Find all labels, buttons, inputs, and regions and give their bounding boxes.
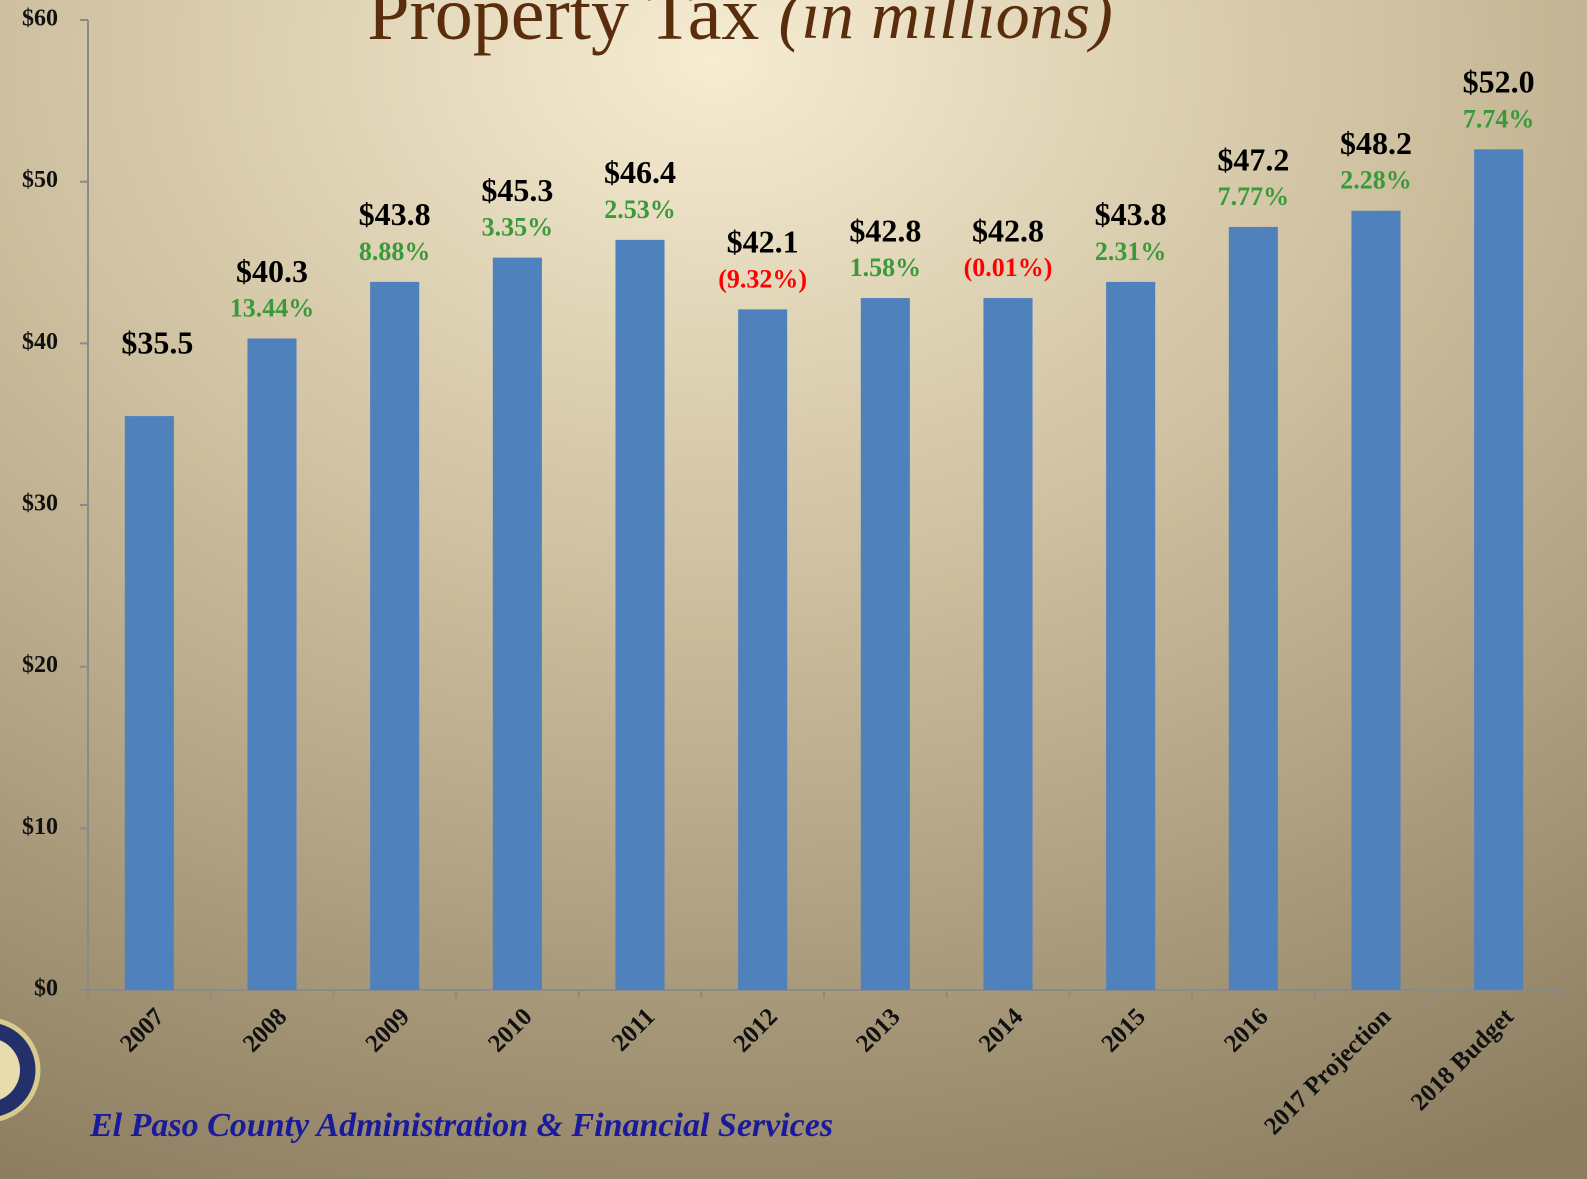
title: Property Tax xyxy=(367,0,759,56)
bar xyxy=(1474,149,1524,991)
change-label: (0.01%) xyxy=(964,253,1053,282)
value-label: $42.1 xyxy=(727,224,799,260)
bar xyxy=(370,281,420,990)
bar xyxy=(124,416,174,990)
y-tick-label: $40 xyxy=(22,329,58,355)
bar xyxy=(1351,210,1401,990)
change-label: 3.35% xyxy=(482,213,554,242)
y-tick-label: $60 xyxy=(22,6,58,32)
change-label: 13.44% xyxy=(230,293,315,322)
change-label: 2.28% xyxy=(1340,166,1412,195)
value-label: $45.3 xyxy=(481,172,553,208)
value-label: $48.2 xyxy=(1340,125,1412,161)
change-label: 7.74% xyxy=(1463,104,1535,133)
value-label: $42.8 xyxy=(972,212,1044,248)
change-label: 7.77% xyxy=(1218,182,1290,211)
y-tick-label: $0 xyxy=(34,976,58,1002)
value-label: $42.8 xyxy=(849,212,921,248)
bar xyxy=(1106,281,1156,990)
y-tick-label: $10 xyxy=(22,814,58,840)
bar xyxy=(492,257,542,990)
change-label: 2.31% xyxy=(1095,237,1167,266)
bar xyxy=(983,298,1033,991)
value-label: $52.0 xyxy=(1463,64,1535,100)
seal xyxy=(0,1018,41,1122)
y-tick-label: $30 xyxy=(22,491,58,517)
chart-title: Property Tax (in millions) xyxy=(367,0,1113,56)
bar xyxy=(1228,226,1278,990)
value-label: $35.5 xyxy=(121,324,193,360)
bar xyxy=(247,338,297,990)
value-label: $46.4 xyxy=(604,154,676,190)
value-label: $40.3 xyxy=(236,253,308,289)
change-label: 2.53% xyxy=(604,195,676,224)
footer: El Paso County Administration & Financia… xyxy=(89,1107,833,1144)
change-label: (9.32%) xyxy=(718,264,807,293)
value-label: $43.8 xyxy=(359,196,431,232)
value-label: $47.2 xyxy=(1217,141,1289,177)
change-label: 8.88% xyxy=(359,237,431,266)
value-label: $43.8 xyxy=(1095,196,1167,232)
change-label: 1.58% xyxy=(850,253,922,282)
y-tick-label: $20 xyxy=(22,652,58,678)
y-tick-label: $50 xyxy=(22,167,58,193)
subtitle: (in millions) xyxy=(778,0,1112,53)
bar xyxy=(860,298,910,991)
bar xyxy=(615,239,665,990)
bar xyxy=(738,309,788,991)
